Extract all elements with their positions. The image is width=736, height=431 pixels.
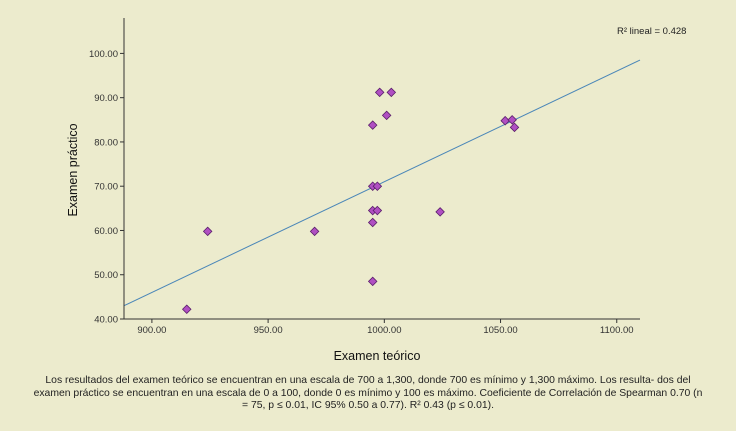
- scatter-chart: 900.00 950.00 1000.00 1050.00 1100.00 40.00 50…: [66, 18, 686, 363]
- scatter-point: [386, 87, 397, 98]
- scatter-point: [509, 122, 520, 133]
- x-tick-label: 900.00: [137, 325, 166, 336]
- y-axis-title: Examen práctico: [66, 123, 80, 216]
- regression-line: [123, 59, 641, 307]
- figure-caption: Los resultados del examen teórico se enc…: [33, 375, 703, 412]
- y-tick-label: 70.00: [94, 182, 118, 193]
- scatter-point: [381, 110, 392, 121]
- scatter-point: [435, 207, 445, 217]
- x-tick-label: 1000.00: [367, 325, 401, 336]
- y-tick-label: 90.00: [94, 93, 118, 104]
- scatter-point: [374, 87, 385, 98]
- scatter-point: [367, 217, 378, 228]
- scatter-point: [367, 120, 378, 130]
- y-tick-label: 60.00: [94, 226, 118, 237]
- y-tick-label: 50.00: [94, 270, 118, 281]
- scatter-point: [202, 226, 213, 237]
- y-tick-label: 40.00: [94, 315, 118, 326]
- scatter-point: [309, 226, 320, 237]
- x-tick-label: 1100.00: [600, 325, 634, 336]
- x-tick-label: 950.00: [254, 325, 283, 336]
- scatter-point: [372, 205, 383, 216]
- x-tick-label: 1050.00: [483, 325, 517, 336]
- scatter-point: [372, 181, 383, 191]
- r2-label: R² lineal = 0.428: [617, 26, 686, 37]
- y-tick-label: 100.00: [89, 49, 118, 60]
- x-axis-title: Examen teórico: [334, 349, 421, 363]
- scatter-point: [181, 304, 192, 315]
- scatter-point: [507, 115, 517, 125]
- y-tick-label: 80.00: [94, 137, 118, 148]
- scatter-point: [500, 115, 510, 126]
- scatter-point: [367, 276, 378, 287]
